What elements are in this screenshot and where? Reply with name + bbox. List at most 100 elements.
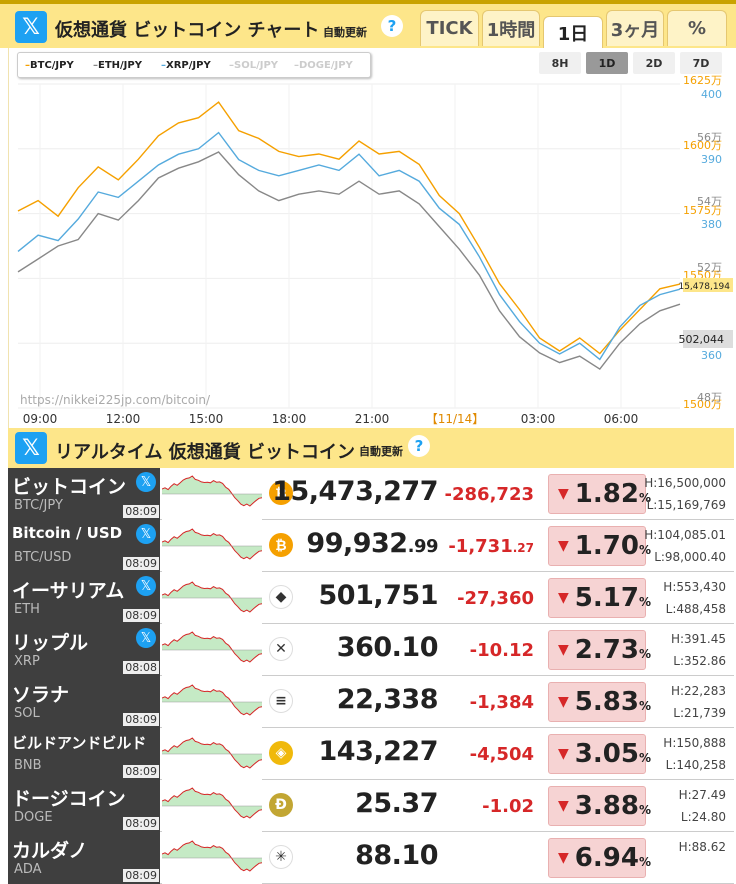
coin-icon: ≡: [269, 689, 293, 713]
coin-name[interactable]: ビルドアンドビルド: [12, 734, 147, 752]
table-row[interactable]: イーサリアム ETH 08:09 𝕏 ◆ 501,751 -27,360 ▼ 5…: [8, 572, 734, 624]
coin-name-cell[interactable]: ドージコイン DOGE 08:09: [8, 780, 160, 832]
tab-1hour[interactable]: 1時間: [482, 10, 540, 46]
table-row[interactable]: ドージコイン DOGE 08:09 Ð 25.37 -1.02 ▼ 3.88% …: [8, 780, 734, 832]
x-tick-label: 09:00: [23, 412, 58, 426]
tab-3month[interactable]: 3ヶ月: [606, 10, 664, 46]
coin-name[interactable]: イーサリアム: [12, 580, 125, 602]
chart-title: 仮想通貨 ビットコイン チャート: [55, 20, 320, 41]
percent-change-badge: ▼ 6.94%: [548, 838, 651, 878]
current-price: 501,751: [318, 580, 439, 611]
day-low: L:140,258: [665, 758, 726, 772]
down-arrow-icon: ▼: [558, 850, 569, 866]
sparkline[interactable]: [162, 520, 262, 572]
sparkline[interactable]: [162, 832, 262, 884]
sparkline[interactable]: [162, 572, 262, 624]
coin-symbol: BTC/JPY: [14, 498, 63, 513]
sparkline[interactable]: [162, 728, 262, 780]
sparkline[interactable]: [162, 676, 262, 728]
help-icon[interactable]: ?: [381, 15, 403, 37]
current-price: 88.10: [355, 840, 438, 871]
x-share-icon[interactable]: 𝕏: [15, 432, 47, 464]
legend-eth[interactable]: –ETH/JPY: [93, 60, 142, 71]
tab-percent[interactable]: %: [667, 10, 727, 46]
coin-name-cell[interactable]: ビルドアンドビルド BNB 08:09: [8, 728, 160, 780]
coin-name[interactable]: ビットコイン: [12, 476, 127, 498]
day-high: H:22,283: [670, 684, 726, 698]
btc-axis-label: 1575万: [683, 204, 722, 217]
day-low: L:488,458: [665, 602, 726, 616]
xrp-axis-label: 380: [701, 218, 722, 231]
range-1d[interactable]: 1D: [586, 52, 628, 74]
percent-change-badge: ▼ 1.82%: [548, 474, 651, 514]
day-high: H:88.62: [678, 840, 726, 854]
current-price: 360.10: [336, 632, 439, 663]
sparkline-line: [162, 581, 262, 613]
btc-axis-label: 1600万: [683, 139, 722, 152]
update-time: 08:09: [123, 817, 159, 830]
percent-change-badge: ▼ 5.83%: [548, 682, 651, 722]
coin-symbol: BTC/USD: [14, 550, 72, 565]
sparkline-line: [162, 684, 262, 716]
coin-name-cell[interactable]: Bitcoin / USD BTC/USD 08:09 𝕏: [8, 520, 160, 572]
legend-sol[interactable]: –SOL/JPY: [229, 60, 279, 71]
coin-name-cell[interactable]: ソラナ SOL 08:09: [8, 676, 160, 728]
price-change: -4,504: [469, 744, 534, 765]
update-time: 08:09: [123, 713, 159, 726]
sparkline-area: [162, 582, 262, 612]
table-row[interactable]: ビットコイン BTC/JPY 08:09 𝕏 ₿ 15,473,277 -286…: [8, 468, 734, 520]
down-arrow-icon: ▼: [558, 694, 569, 710]
x-share-icon[interactable]: 𝕏: [136, 524, 156, 544]
current-price: 15,473,277: [272, 476, 438, 507]
sparkline-area: [162, 788, 262, 818]
legend-xrp[interactable]: –XRP/JPY: [161, 60, 211, 71]
coin-name[interactable]: Bitcoin / USD: [12, 524, 123, 542]
percent-change-badge: ▼ 5.17%: [548, 578, 651, 618]
x-tick-label: 15:00: [189, 412, 224, 426]
coin-icon: Ð: [269, 793, 293, 817]
help-icon[interactable]: ?: [408, 435, 430, 457]
down-arrow-icon: ▼: [558, 798, 569, 814]
eth-last-value: 502,044: [679, 333, 725, 346]
x-share-icon[interactable]: 𝕏: [15, 11, 47, 43]
table-row[interactable]: リップル XRP 08:08 𝕏 ✕ 360.10 -10.12 ▼ 2.73%…: [8, 624, 734, 676]
coin-name-cell[interactable]: カルダノ ADA 08:09: [8, 832, 160, 884]
x-share-icon[interactable]: 𝕏: [136, 628, 156, 648]
sparkline-line: [162, 528, 262, 560]
coin-name[interactable]: ドージコイン: [12, 788, 126, 810]
sparkline[interactable]: [162, 624, 262, 676]
table-row[interactable]: ビルドアンドビルド BNB 08:09 ◈ 143,227 -4,504 ▼ 3…: [8, 728, 734, 780]
price-change: -1,384: [469, 692, 534, 713]
tab-tick[interactable]: TICK: [420, 10, 479, 46]
coin-name-cell[interactable]: リップル XRP 08:08 𝕏: [8, 624, 160, 676]
day-high: H:150,888: [663, 736, 726, 750]
coin-symbol: XRP: [14, 654, 40, 669]
x-share-icon[interactable]: 𝕏: [136, 472, 156, 492]
day-high: H:16,500,000: [644, 476, 726, 490]
sparkline[interactable]: [162, 468, 262, 520]
range-8h[interactable]: 8H: [539, 52, 581, 74]
coin-name[interactable]: カルダノ: [12, 840, 88, 862]
current-price: 143,227: [318, 736, 439, 767]
range-2d[interactable]: 2D: [633, 52, 675, 74]
table-row[interactable]: カルダノ ADA 08:09 ✳ 88.10 ▼ 6.94% H:88.62: [8, 832, 734, 884]
sparkline-area: [162, 529, 262, 559]
xrp-axis-label: 400: [701, 88, 722, 101]
legend-btc[interactable]: –BTC/JPY: [25, 60, 74, 71]
coin-name[interactable]: リップル: [12, 632, 89, 654]
tab-1day[interactable]: 1日: [543, 16, 603, 48]
sparkline[interactable]: [162, 780, 262, 832]
coin-symbol: DOGE: [14, 810, 53, 825]
update-time: 08:09: [123, 765, 159, 778]
range-7d[interactable]: 7D: [680, 52, 722, 74]
coin-name[interactable]: ソラナ: [12, 684, 70, 706]
legend-doge[interactable]: –DOGE/JPY: [294, 60, 353, 71]
table-row[interactable]: ソラナ SOL 08:09 ≡ 22,338 -1,384 ▼ 5.83% H:…: [8, 676, 734, 728]
coin-name-cell[interactable]: ビットコイン BTC/JPY 08:09 𝕏: [8, 468, 160, 520]
x-share-icon[interactable]: 𝕏: [136, 576, 156, 596]
table-row[interactable]: Bitcoin / USD BTC/USD 08:09 𝕏 ₿ 99,932.9…: [8, 520, 734, 572]
price-change: -286,723: [444, 484, 534, 505]
percent-change-badge: ▼ 3.05%: [548, 734, 651, 774]
coin-icon: ₿: [269, 481, 293, 505]
coin-name-cell[interactable]: イーサリアム ETH 08:09 𝕏: [8, 572, 160, 624]
